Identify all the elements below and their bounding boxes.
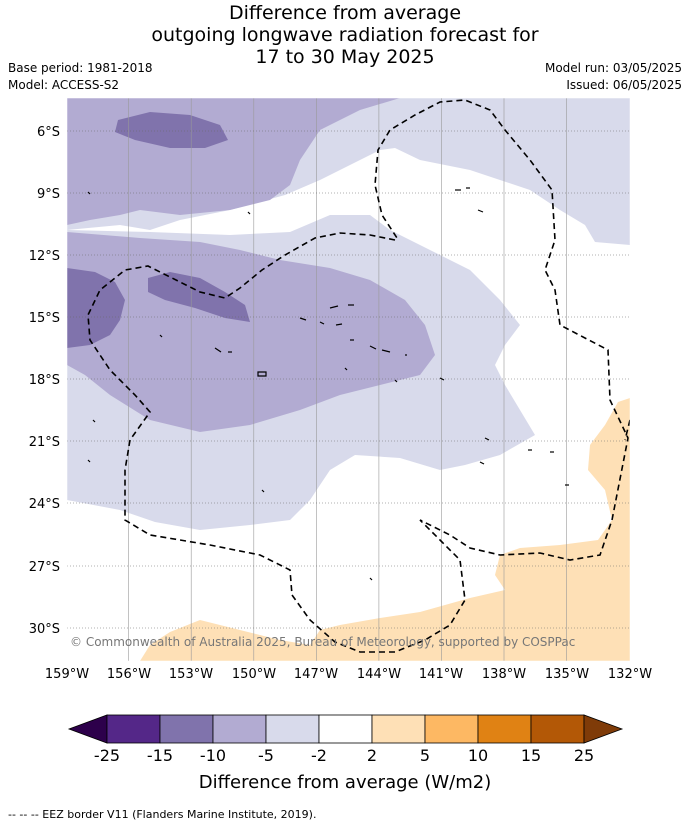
colorbar-tick-label: 10 (468, 746, 488, 765)
latitude-gridlines (67, 130, 630, 629)
title-line-1: Difference from average (228, 2, 462, 24)
colorbar-swatch (424, 714, 479, 744)
colorbar-swatch (371, 714, 426, 744)
lat-label: 27°S (29, 560, 60, 575)
lat-label: 21°S (29, 435, 60, 450)
lon-label: 147°W (294, 667, 338, 682)
lat-label: 12°S (29, 249, 60, 264)
lon-label: 132°W (608, 667, 652, 682)
issued-date: Issued: 06/05/2025 (566, 78, 682, 92)
colorbar (67, 714, 624, 744)
lon-label: 144°W (357, 667, 401, 682)
longitude-labels: 159°W 156°W 153°W 150°W 147°W 144°W 141°… (45, 667, 652, 682)
lat-label: 24°S (29, 497, 60, 512)
colorbar-extend-low (67, 714, 108, 744)
lat-label: 30°S (29, 622, 60, 637)
title-line-3: 17 to 30 May 2025 (255, 46, 435, 68)
colorbar-tick-label: 15 (521, 746, 541, 765)
lat-label: 18°S (29, 373, 60, 388)
lon-label: 138°W (482, 667, 526, 682)
colorbar-swatch (212, 714, 267, 744)
copyright-text: © Commonwealth of Australia 2025, Bureau… (70, 635, 575, 649)
colorbar-tick-label: -15 (147, 746, 173, 765)
colorbar-tick-labels: -25 -15 -10 -5 -2 2 5 10 15 25 (94, 746, 594, 765)
lat-label: 9°S (37, 187, 60, 202)
colorbar-tick-label: -25 (94, 746, 120, 765)
colorbar-tick-label: -5 (258, 746, 274, 765)
eez-border (87, 99, 630, 653)
colorbar-extend-high (583, 714, 624, 744)
forecast-map: 6°S 9°S 12°S 15°S 18°S 21°S 24°S 27°S 30… (29, 97, 652, 793)
colorbar-tick-label: 5 (420, 746, 430, 765)
lat-label: 15°S (29, 311, 60, 326)
longitude-gridlines (128, 98, 567, 661)
colorbar-tick-label: 2 (367, 746, 377, 765)
title-line-2: outgoing longwave radiation forecast for (151, 24, 539, 46)
lon-label: 153°W (169, 667, 213, 682)
colorbar-swatch (265, 714, 320, 744)
colorbar-tick-label: -2 (311, 746, 327, 765)
colorbar-swatch (318, 714, 373, 744)
lon-label: 135°W (545, 667, 589, 682)
colorbar-tick-label: -10 (200, 746, 226, 765)
colorbar-tick-label: 25 (574, 746, 594, 765)
lon-label: 156°W (107, 667, 151, 682)
map-frame (66, 97, 631, 662)
colorbar-swatch (159, 714, 214, 744)
latitude-labels: 6°S 9°S 12°S 15°S 18°S 21°S 24°S 27°S 30… (29, 125, 60, 637)
eez-footnote: -- -- -- EEZ border V11 (Flanders Marine… (8, 808, 317, 821)
lon-label: 159°W (45, 667, 89, 682)
colorbar-swatch (477, 714, 532, 744)
colorbar-swatch (530, 714, 585, 744)
colorbar-swatch (106, 714, 161, 744)
model-run: Model run: 03/05/2025 (544, 61, 682, 75)
base-period: Base period: 1981-2018 (8, 61, 153, 75)
map-fill-regions (67, 98, 630, 661)
lon-label: 150°W (232, 667, 276, 682)
lat-label: 6°S (37, 125, 60, 140)
island-outlines (87, 187, 569, 581)
lon-label: 141°W (419, 667, 463, 682)
colorbar-title: Difference from average (W/m2) (199, 772, 491, 793)
model-name: Model: ACCESS-S2 (8, 78, 120, 92)
